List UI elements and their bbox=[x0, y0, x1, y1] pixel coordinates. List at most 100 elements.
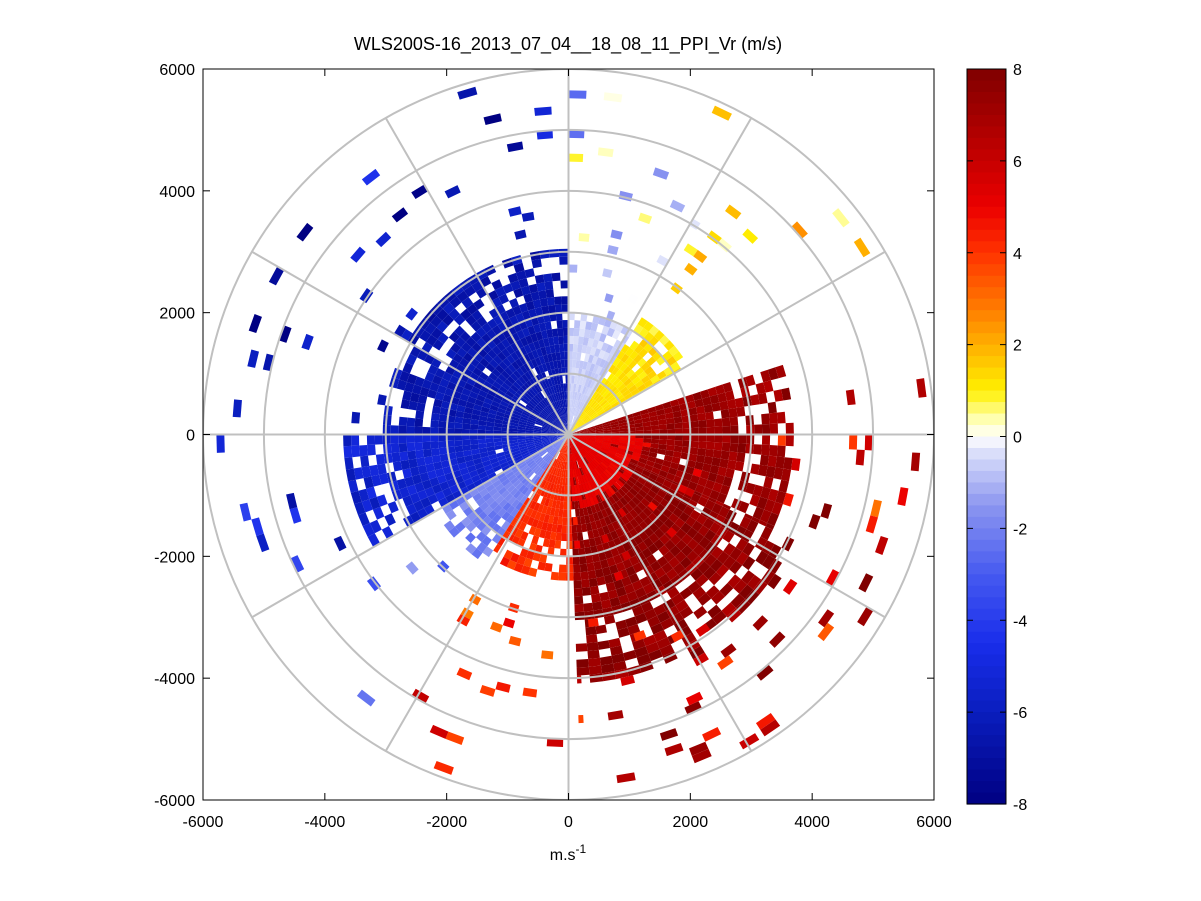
velocity-bin bbox=[488, 372, 498, 382]
velocity-bin bbox=[469, 487, 480, 497]
velocity-bin bbox=[251, 517, 264, 536]
colorbar-segment bbox=[967, 470, 1006, 484]
velocity-bin bbox=[406, 434, 415, 443]
velocity-bin bbox=[717, 655, 734, 671]
velocity-bin bbox=[448, 331, 460, 343]
velocity-bin bbox=[622, 365, 632, 375]
velocity-bin bbox=[575, 359, 581, 369]
velocity-bin bbox=[414, 482, 425, 493]
velocity-bin bbox=[513, 287, 524, 299]
velocity-bin bbox=[571, 436, 578, 443]
velocity-bin bbox=[583, 456, 589, 465]
velocity-bin bbox=[592, 512, 600, 522]
velocity-bin bbox=[616, 350, 626, 361]
velocity-bin bbox=[533, 323, 541, 334]
velocity-bin bbox=[592, 528, 600, 538]
velocity-bin bbox=[483, 505, 494, 516]
velocity-bin bbox=[664, 743, 684, 757]
velocity-bin bbox=[434, 490, 446, 501]
velocity-bin bbox=[465, 401, 475, 409]
velocity-bin bbox=[572, 461, 576, 470]
velocity-bin bbox=[587, 409, 595, 416]
velocity-bin bbox=[747, 574, 762, 590]
velocity-bin bbox=[672, 410, 682, 418]
velocity-bin bbox=[296, 222, 314, 242]
velocity-bin bbox=[662, 401, 672, 409]
velocity-bin bbox=[670, 534, 682, 546]
velocity-bin bbox=[563, 469, 567, 478]
velocity-bin bbox=[539, 553, 548, 563]
velocity-bin bbox=[578, 233, 590, 242]
velocity-bin bbox=[601, 500, 609, 509]
velocity-bin bbox=[538, 469, 545, 478]
velocity-bin bbox=[496, 341, 506, 352]
velocity-bin bbox=[610, 547, 620, 557]
velocity-bin bbox=[289, 507, 302, 524]
azimuth-spoke bbox=[567, 434, 753, 752]
velocity-bin bbox=[343, 445, 353, 459]
velocity-bin bbox=[589, 461, 596, 470]
velocity-bin bbox=[586, 481, 593, 490]
velocity-bin bbox=[729, 560, 743, 575]
velocity-bin bbox=[414, 434, 423, 443]
velocity-bin bbox=[415, 449, 425, 459]
velocity-bin bbox=[528, 283, 539, 294]
velocity-bin bbox=[665, 568, 679, 581]
velocity-bin bbox=[629, 461, 637, 467]
velocity-bin bbox=[461, 297, 474, 309]
velocity-bin bbox=[703, 566, 716, 580]
velocity-bin bbox=[568, 153, 584, 162]
velocity-bin bbox=[632, 451, 641, 458]
velocity-bin bbox=[536, 477, 543, 486]
velocity-bin bbox=[573, 572, 582, 581]
colorbar-segment bbox=[967, 459, 1006, 472]
velocity-bin bbox=[541, 521, 549, 531]
velocity-bin bbox=[538, 290, 547, 300]
colorbar-segment bbox=[967, 195, 1006, 208]
velocity-bin bbox=[522, 514, 531, 524]
velocity-bin bbox=[525, 427, 534, 431]
velocity-bin bbox=[637, 383, 647, 392]
velocity-bin bbox=[532, 465, 540, 473]
velocity-bin bbox=[607, 396, 616, 404]
velocity-bin bbox=[611, 366, 620, 376]
velocity-bin bbox=[456, 667, 473, 681]
velocity-bin bbox=[705, 448, 714, 458]
colorbar-segment bbox=[967, 183, 1006, 196]
velocity-bin bbox=[688, 453, 698, 462]
y-tick-label: 2000 bbox=[159, 306, 195, 323]
velocity-bin bbox=[518, 277, 529, 288]
velocity-bin bbox=[617, 383, 626, 392]
velocity-bin bbox=[534, 394, 542, 403]
velocity-bin bbox=[414, 442, 424, 451]
velocity-bin bbox=[473, 404, 483, 412]
velocity-bin bbox=[773, 467, 784, 480]
velocity-bin bbox=[625, 616, 638, 628]
velocity-bin bbox=[555, 459, 560, 468]
velocity-bin bbox=[916, 378, 927, 398]
velocity-bin bbox=[505, 390, 515, 399]
velocity-bin bbox=[433, 760, 454, 775]
velocity-bin bbox=[402, 495, 414, 507]
velocity-bin bbox=[557, 392, 562, 401]
velocity-bin bbox=[461, 387, 472, 397]
velocity-bin bbox=[595, 406, 604, 414]
velocity-bin bbox=[491, 461, 501, 469]
velocity-bin bbox=[481, 535, 492, 547]
velocity-bin bbox=[615, 586, 627, 598]
velocity-bin bbox=[551, 475, 557, 484]
velocity-bin bbox=[546, 473, 553, 482]
velocity-bin bbox=[659, 429, 668, 435]
velocity-bin bbox=[574, 452, 579, 461]
velocity-bin bbox=[537, 459, 545, 467]
velocity-bin bbox=[659, 523, 670, 534]
velocity-bin bbox=[391, 207, 409, 223]
velocity-bin bbox=[697, 448, 707, 457]
velocity-bin bbox=[638, 489, 648, 498]
velocity-bin bbox=[632, 562, 644, 574]
velocity-bin bbox=[602, 423, 611, 428]
velocity-bin bbox=[745, 482, 756, 495]
velocity-bin bbox=[620, 515, 630, 525]
velocity-bin bbox=[483, 353, 494, 364]
velocity-bin bbox=[579, 436, 588, 439]
